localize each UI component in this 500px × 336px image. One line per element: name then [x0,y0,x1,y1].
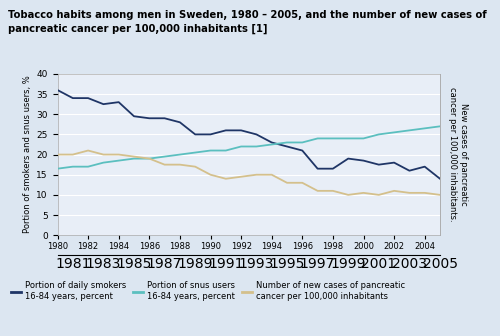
Y-axis label: New cases of pancreatic
cancer per 100,000 inhabitants.: New cases of pancreatic cancer per 100,0… [448,87,468,222]
Y-axis label: Portion of smokers and snus users, %: Portion of smokers and snus users, % [23,76,32,234]
Legend: Portion of daily smokers
16-84 years, percent, Portion of snus users
16-84 years: Portion of daily smokers 16-84 years, pe… [9,280,406,302]
Text: Tobacco habits among men in Sweden, 1980 – 2005, and the number of new cases of
: Tobacco habits among men in Sweden, 1980… [8,10,486,34]
